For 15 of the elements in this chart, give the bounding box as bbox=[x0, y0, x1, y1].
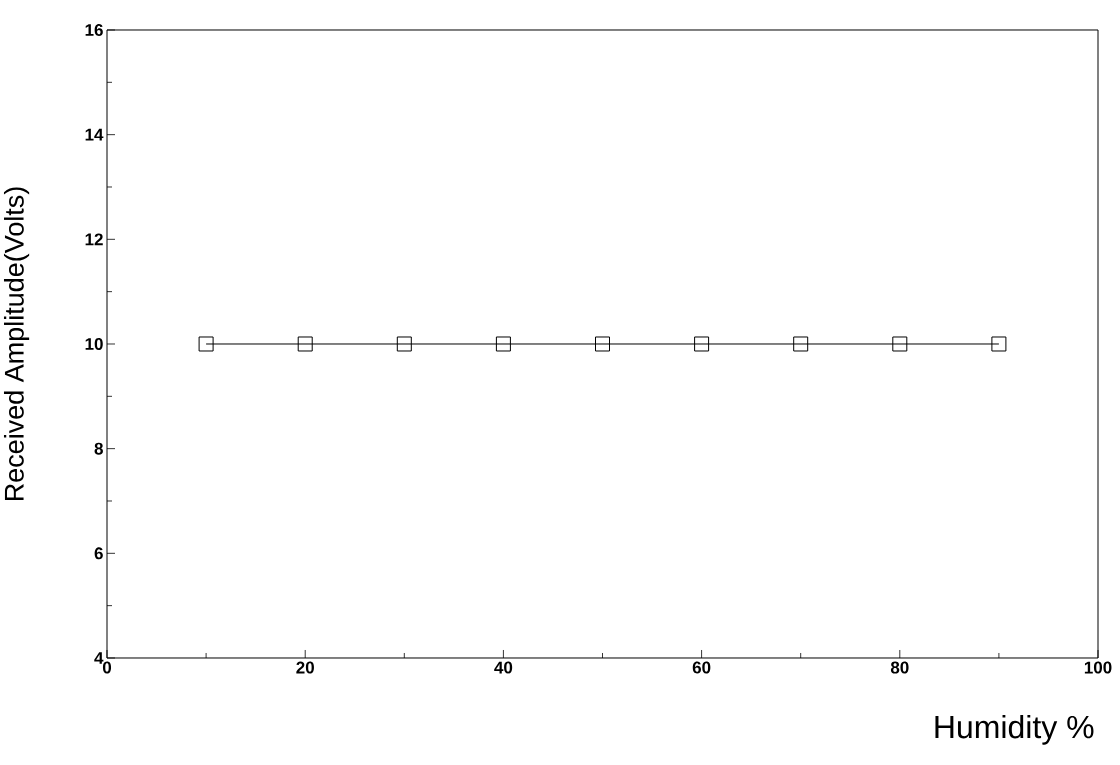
y-tick-label: 14 bbox=[85, 128, 104, 141]
x-tick-label: 20 bbox=[296, 661, 314, 674]
y-tick-label: 10 bbox=[85, 337, 103, 351]
x-tick-label: 60 bbox=[692, 661, 711, 674]
y-axis-title: Received Amplitude(Volts) bbox=[3, 187, 30, 501]
y-tick-label: 16 bbox=[85, 23, 103, 37]
x-tick-label: 80 bbox=[890, 661, 909, 674]
x-tick-label: 100 bbox=[1084, 661, 1112, 674]
x-tick-label: 0 bbox=[102, 661, 112, 674]
x-axis-title: Humidity % bbox=[935, 714, 1094, 745]
x-tick-label: 40 bbox=[494, 661, 513, 674]
y-tick-label: 12 bbox=[85, 233, 103, 246]
y-tick-label: 4 bbox=[94, 652, 104, 664]
y-tick-label: 6 bbox=[94, 547, 103, 560]
y-tick-label: 8 bbox=[94, 442, 103, 455]
